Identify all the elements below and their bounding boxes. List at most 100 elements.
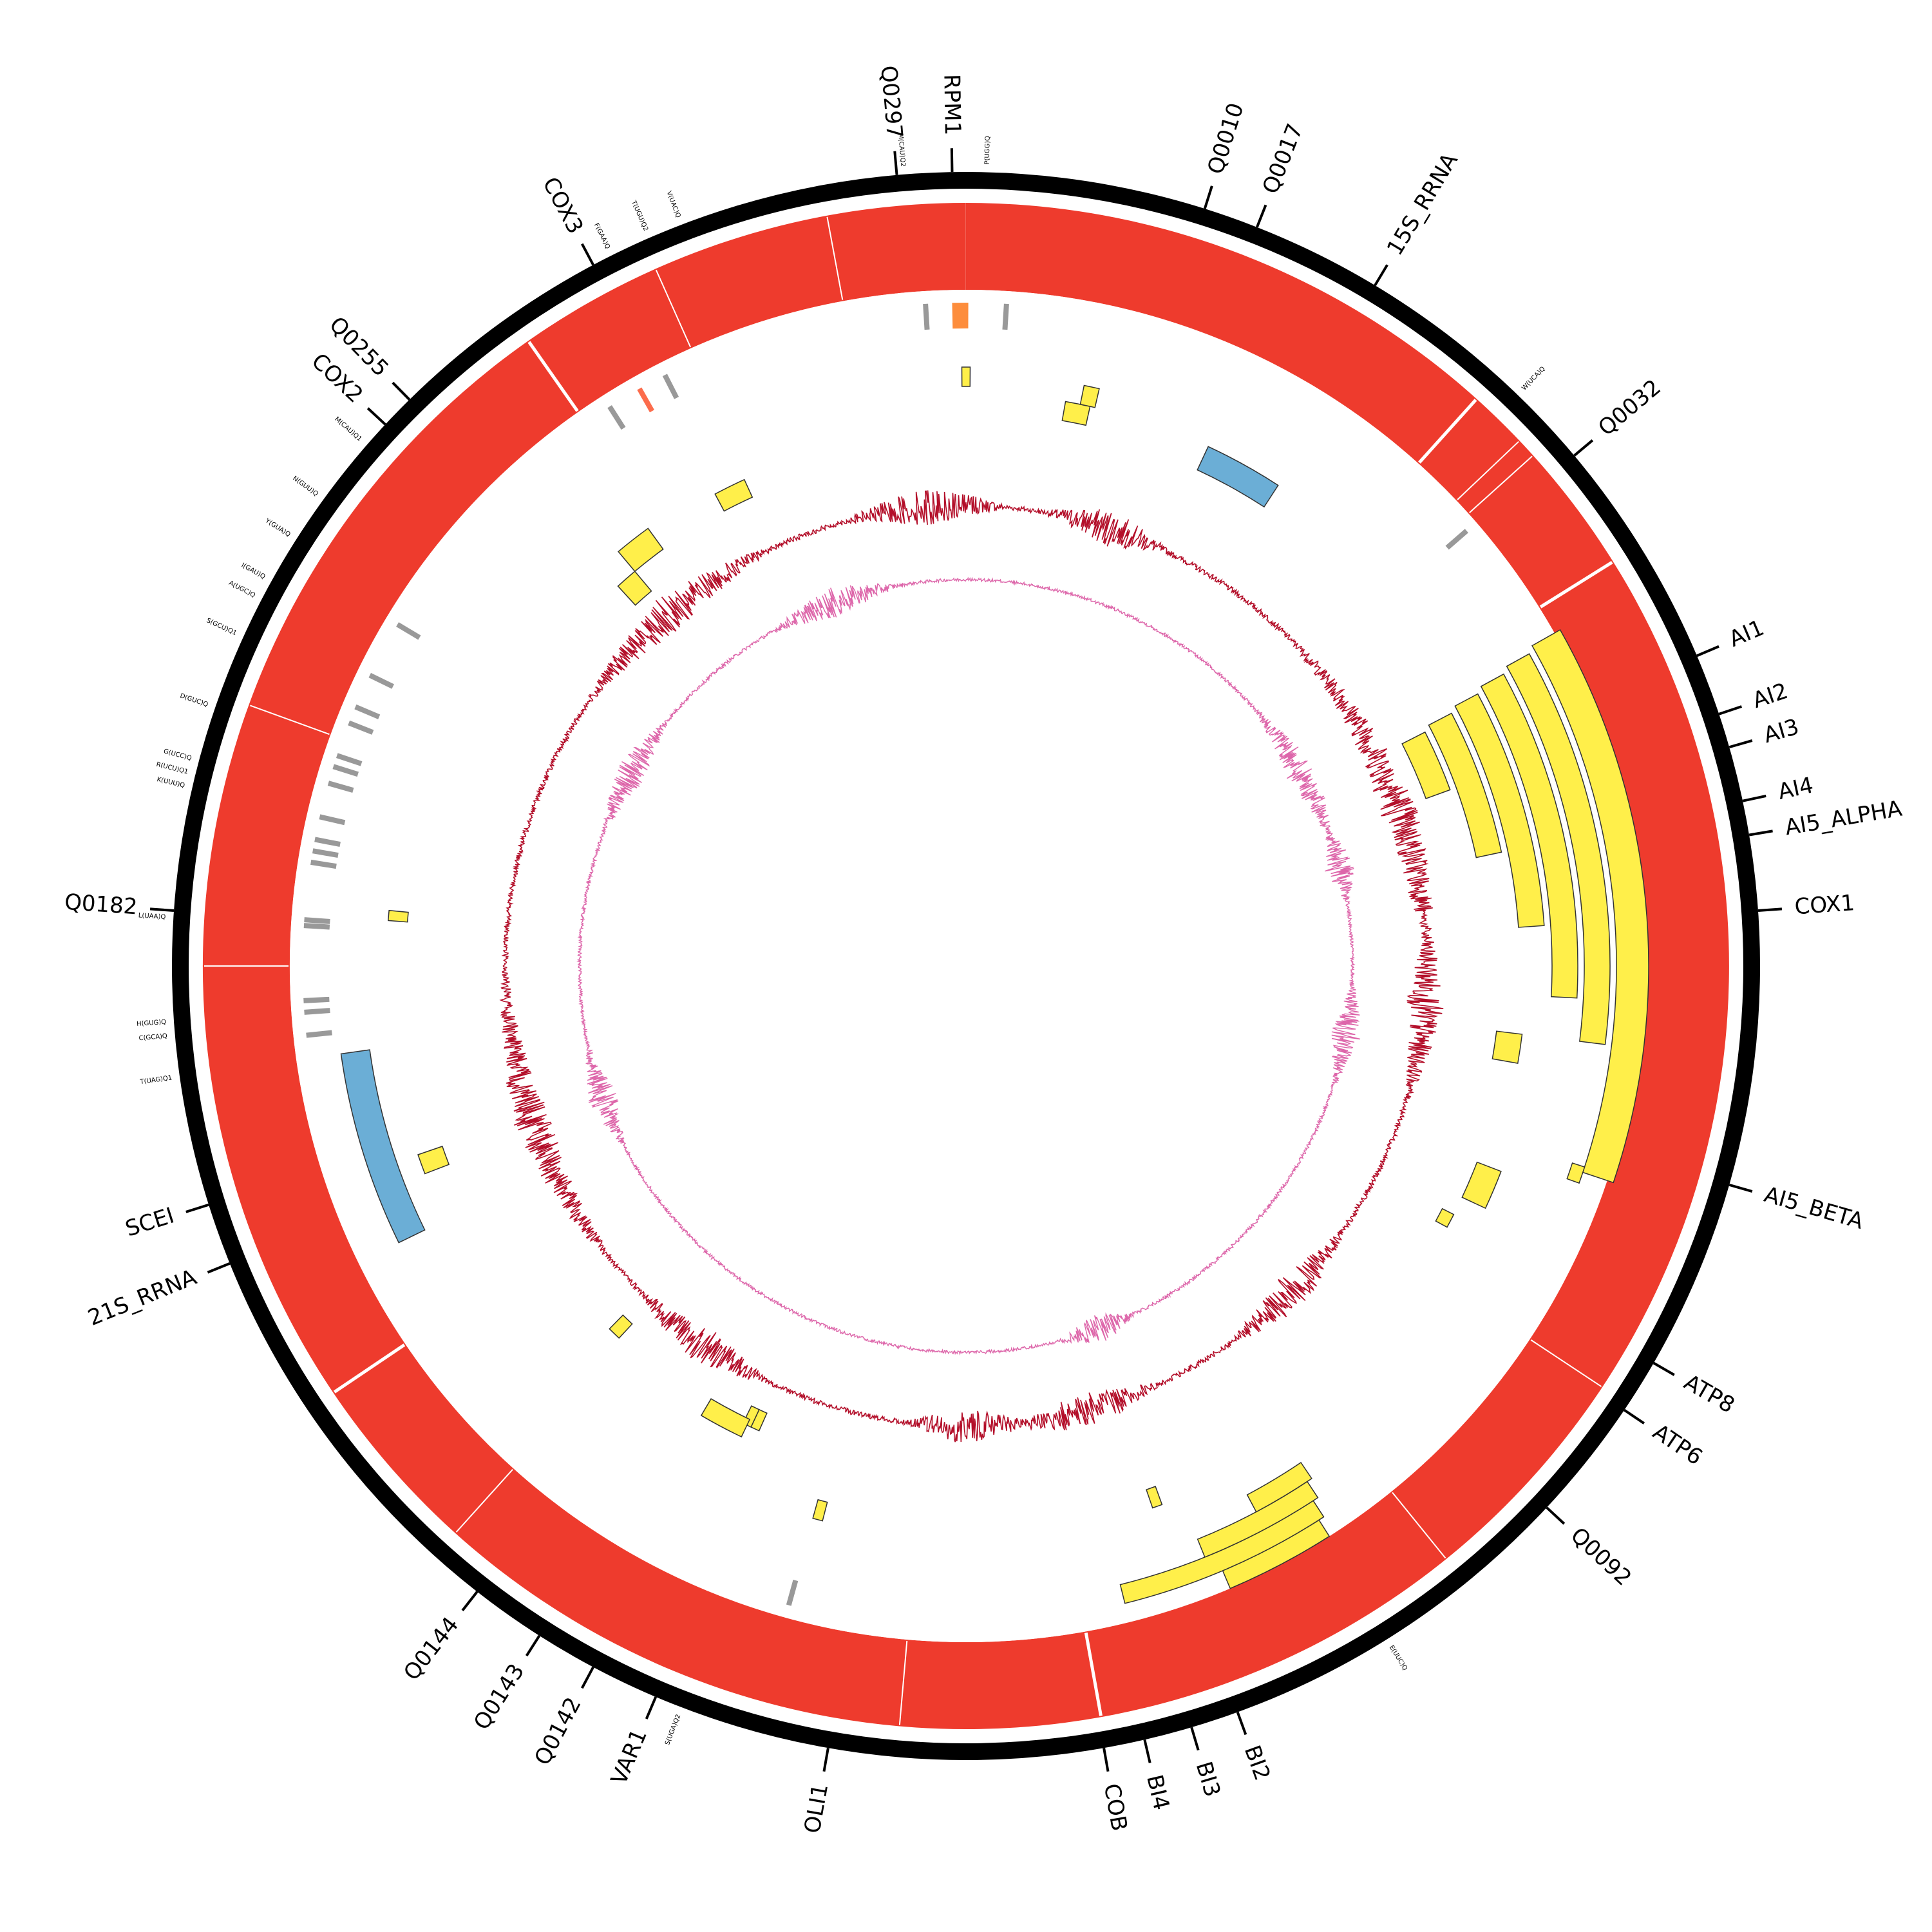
trna-feature xyxy=(303,996,330,1003)
backbone-ring xyxy=(172,172,1760,1760)
gene-tick xyxy=(1236,1711,1247,1736)
gene-label: OLI1 xyxy=(799,1782,833,1835)
exon-block xyxy=(1506,653,1611,1045)
exon-block xyxy=(1531,629,1649,1184)
gene-tick xyxy=(1696,645,1719,658)
trna-feature xyxy=(348,720,374,735)
trna-label: T(UAG)Q1 xyxy=(139,1074,173,1086)
exon-block xyxy=(812,1499,828,1522)
exon-block xyxy=(1146,1486,1163,1509)
gene-tick xyxy=(207,1262,231,1274)
coverage-gap xyxy=(333,1343,406,1394)
coverage-gap xyxy=(250,705,330,735)
gene-tick xyxy=(1190,1727,1200,1751)
trna-label: R(UCU)Q1 xyxy=(155,761,189,776)
inner-blank xyxy=(290,290,1642,1642)
coverage-gap xyxy=(898,1640,908,1725)
gene-tick xyxy=(581,1666,594,1689)
gene-label: VAR1 xyxy=(606,1725,652,1788)
trna-feature xyxy=(319,814,346,826)
gene-label: ATP6 xyxy=(1648,1419,1707,1471)
exon-block xyxy=(1428,712,1502,858)
gene-tick xyxy=(461,1591,478,1612)
gene-label: Q0092 xyxy=(1566,1522,1636,1591)
gene-label: Q0142 xyxy=(529,1693,587,1770)
trna-feature xyxy=(312,848,339,858)
exon-block xyxy=(1461,1161,1502,1209)
trna-label: G(UCC)Q xyxy=(163,748,193,762)
trna-feature xyxy=(336,753,363,766)
exon-block xyxy=(700,1398,751,1438)
gene-tick xyxy=(1653,1361,1675,1376)
trna-feature xyxy=(303,923,330,930)
gc-skew-line xyxy=(499,490,1444,1443)
exon-block xyxy=(1401,731,1451,800)
trna-feature xyxy=(662,374,679,399)
gene-tick xyxy=(1757,907,1783,912)
gene-label: Q0032 xyxy=(1593,375,1666,441)
gene-label: Q0010 xyxy=(1202,100,1249,177)
rrna-track xyxy=(340,446,1279,1244)
gene-tick xyxy=(1728,1183,1753,1193)
exon-block xyxy=(617,571,652,606)
gene-tick xyxy=(1374,264,1388,287)
trna-label: F(GAA)Q xyxy=(592,222,611,251)
exon-block xyxy=(1480,673,1578,999)
trna-label: M(CAU)Q2 xyxy=(896,133,906,167)
gene-label: BI2 xyxy=(1239,1742,1275,1784)
exon-block xyxy=(1454,693,1545,928)
gene-tick xyxy=(1546,1506,1566,1525)
gene-tick xyxy=(1728,739,1753,749)
gene-label: Q0144 xyxy=(399,1612,464,1685)
coverage-gap xyxy=(1469,455,1533,513)
exon-block xyxy=(1061,401,1091,426)
trna-label: Y(GUA)Q xyxy=(263,517,292,538)
gene-label: AI2 xyxy=(1750,678,1792,714)
exon-block xyxy=(1566,1162,1586,1184)
trna-label: T(UGU)Q2 xyxy=(630,199,650,232)
gene-tick xyxy=(822,1747,829,1772)
exon-block xyxy=(609,1314,633,1339)
coverage-gap xyxy=(1084,1632,1103,1716)
exon-block xyxy=(417,1146,450,1175)
gene-label: COX1 xyxy=(1794,890,1855,920)
trna-label: C(GCA)Q xyxy=(138,1033,167,1043)
gene-label: AI5_ALPHA xyxy=(1783,796,1904,841)
coverage-gap xyxy=(1539,560,1613,609)
rrna-block xyxy=(340,1049,426,1244)
gene-tick xyxy=(149,907,175,912)
gene-tick xyxy=(366,407,386,426)
gene-tick xyxy=(893,151,898,175)
gene-tick xyxy=(185,1203,209,1213)
gene-tick xyxy=(1573,439,1594,457)
rrna-block xyxy=(1197,446,1279,508)
gene-tick xyxy=(645,1696,658,1719)
gene-tick xyxy=(581,243,594,266)
trna-label: W(UCA)Q xyxy=(1520,365,1546,392)
gene-label: COB xyxy=(1099,1782,1132,1833)
trna-feature xyxy=(332,764,359,777)
trna-feature xyxy=(306,1030,332,1038)
coverage-gap xyxy=(1418,399,1477,464)
coverage-gap xyxy=(1392,1492,1446,1558)
trna-label: I(GAU)Q xyxy=(240,562,267,580)
exon-block xyxy=(1079,384,1100,408)
trna-label: S(UGA)Q2 xyxy=(664,1714,682,1747)
trna-feature xyxy=(396,622,421,640)
gene-tick xyxy=(1203,185,1213,209)
trna-label: S(GCU)Q1 xyxy=(205,617,238,637)
gene-label: Q0182 xyxy=(64,889,138,920)
trna-feature xyxy=(786,1579,799,1606)
trna-label: P(UGG)Q xyxy=(984,136,992,165)
trna-feature xyxy=(327,781,354,793)
trna-feature xyxy=(304,1008,330,1015)
coverage-track xyxy=(202,203,1729,1729)
coverage-gap xyxy=(527,341,579,412)
gene-tick xyxy=(392,381,411,401)
gc-content-track xyxy=(576,576,1361,1356)
highlight-feature xyxy=(637,387,654,413)
trna-feature xyxy=(368,672,394,689)
gene-label: ATP8 xyxy=(1680,1369,1739,1418)
trna-feature xyxy=(354,704,381,719)
